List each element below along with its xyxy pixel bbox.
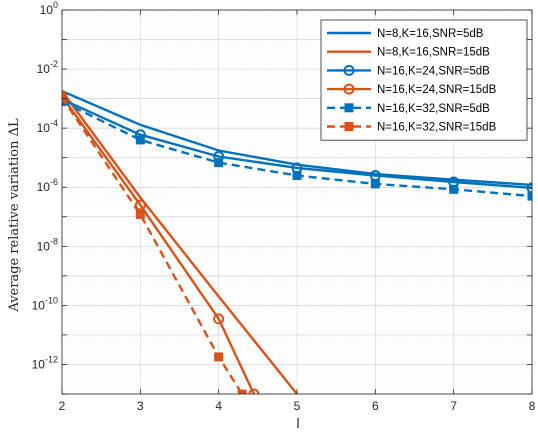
legend-item: N=16,K=24,SNR=15dB [327, 83, 497, 96]
data-point [135, 135, 145, 145]
y-tick-label: 10-12 [32, 354, 58, 371]
legend-label: N=16,K=24,SNR=15dB [377, 84, 497, 96]
series-2 [62, 90, 298, 394]
data-point [134, 199, 146, 211]
legend-item: N=16,K=32,SNR=15dB [327, 122, 497, 134]
legend-box [320, 19, 528, 141]
legend-item: N=8,K=16,SNR=15dB [327, 47, 490, 59]
x-tick-label: 7 [450, 399, 457, 413]
x-tick-label: 5 [294, 399, 301, 413]
legend-item: N=16,K=24,SNR=5dB [327, 64, 490, 77]
series-line [62, 90, 298, 394]
legend-label: N=16,K=24,SNR=5dB [377, 65, 490, 77]
y-tick-label: 10-8 [37, 236, 58, 253]
data-point [214, 158, 224, 168]
data-point [213, 313, 225, 325]
data-point [370, 179, 380, 189]
legend-label: N=8,K=16,SNR=5dB [377, 28, 484, 40]
series-line [62, 95, 255, 394]
data-point [248, 388, 260, 394]
y-tick-label: 100 [40, 0, 58, 17]
y-tick-label: 10-2 [37, 59, 58, 76]
series-group [62, 89, 532, 394]
ticks [61, 9, 533, 395]
series-6 [62, 92, 247, 394]
data-point [343, 64, 355, 76]
series-line [62, 96, 244, 394]
data-point [344, 122, 354, 131]
series-1 [62, 89, 532, 187]
legend-item: N=16,K=32,SNR=5dB [327, 103, 490, 115]
y-tick-label: 10-6 [37, 177, 58, 194]
x-tick-label: 3 [137, 399, 144, 413]
data-point [135, 209, 145, 219]
data-point [344, 103, 354, 113]
legend-label: N=16,K=32,SNR=15dB [377, 122, 497, 134]
data-point [292, 170, 302, 180]
data-point [527, 191, 532, 201]
series-line [62, 98, 532, 190]
x-tick-label: 4 [215, 399, 222, 413]
x-tick-labels: 2 3 4 5 6 7 8 [59, 399, 536, 413]
x-tick-label: 6 [372, 399, 379, 413]
data-point [343, 83, 355, 95]
x-axis-label: l [296, 415, 299, 431]
data-point [62, 92, 67, 102]
series-line [62, 89, 532, 187]
legend-label: N=8,K=16,SNR=15dB [377, 47, 490, 59]
legend-item: N=8,K=16,SNR=5dB [327, 28, 484, 40]
y-tick-label: 10-4 [37, 118, 58, 135]
legend: N=8,K=16,SNR=5dB N=8,K=16,SNR=15dB N=16,K=… [320, 19, 528, 141]
series-4 [62, 90, 260, 394]
data-point [526, 182, 532, 194]
data-point [449, 184, 459, 194]
y-axis-label: Average relative variation ΔL [7, 118, 22, 313]
y-tick-labels: 100 10-2 10-4 10-6 10-8 10-10 10-12 [32, 0, 58, 371]
data-point [237, 389, 247, 394]
legend-label: N=16,K=32,SNR=5dB [377, 103, 490, 115]
x-tick-label: 2 [59, 399, 66, 413]
data-point [214, 352, 224, 362]
y-tick-label: 10-10 [32, 295, 58, 312]
x-tick-label: 8 [529, 399, 536, 413]
